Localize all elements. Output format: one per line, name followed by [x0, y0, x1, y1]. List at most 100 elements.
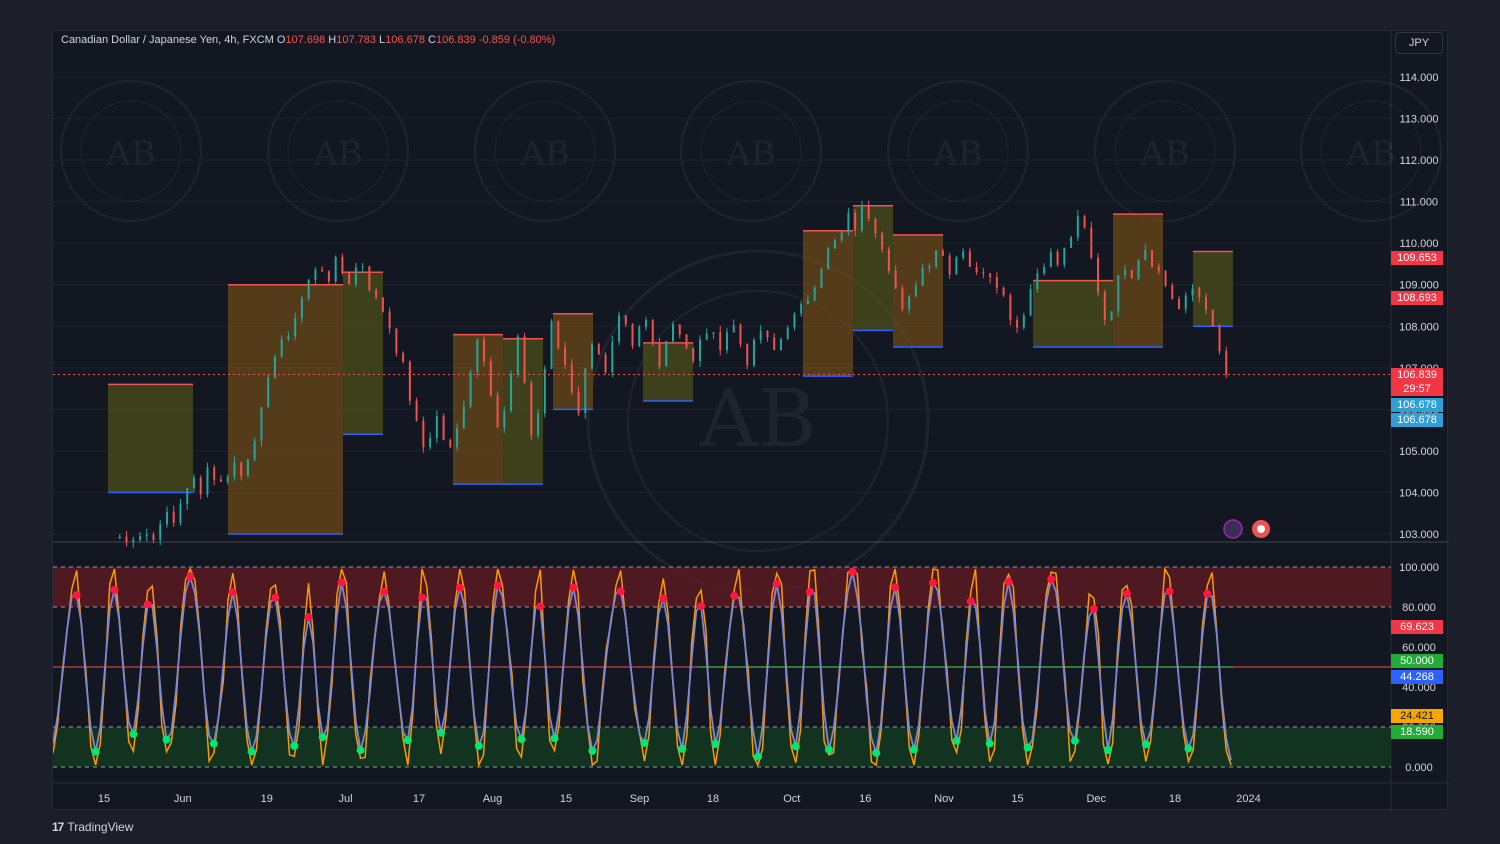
candle-body	[159, 524, 162, 541]
candle-body	[1164, 270, 1167, 286]
candle-body	[752, 339, 755, 366]
legend-close-key: C	[428, 34, 436, 46]
time-tick-label: Dec	[1086, 793, 1106, 805]
time-tick-label: Jul	[338, 793, 352, 805]
candle-body	[442, 416, 445, 440]
candle-body	[564, 347, 567, 365]
candle-body	[1178, 298, 1181, 310]
osc-peak-dot	[772, 579, 781, 588]
candle-body	[773, 337, 776, 350]
osc-trough-dot	[436, 728, 445, 737]
candle-body	[989, 273, 992, 278]
osc-peak-dot	[228, 588, 237, 597]
osc-trough-dot	[209, 739, 218, 748]
overbought-band	[53, 567, 1391, 607]
candle-body	[226, 476, 229, 482]
osc-peak-dot	[493, 581, 502, 590]
legend-change: -0.859 (-0.80%)	[478, 34, 556, 46]
currency-button[interactable]: JPY	[1395, 32, 1443, 54]
candle-body	[881, 233, 884, 250]
candle-body	[253, 440, 256, 460]
candle-body	[712, 332, 715, 334]
candle-body	[550, 321, 553, 369]
candle-body	[1056, 251, 1059, 265]
watermark-monogram: AB	[725, 134, 776, 174]
resistance-price-label-2: 108.693	[1391, 291, 1443, 305]
candle-body	[334, 256, 337, 282]
candle-body	[1097, 257, 1100, 293]
sr-zone-fill	[503, 338, 543, 485]
chart-frame[interactable]: AB AB AB AB AB AB AB AB 103.000 104.000 105.000 106…	[52, 30, 1449, 811]
candle-body	[537, 413, 540, 436]
osc-peak-dot	[418, 593, 427, 602]
candle-body	[186, 488, 189, 504]
candle-body	[557, 321, 560, 348]
time-tick-label: 19	[261, 793, 273, 805]
watermark-seal-icon	[680, 80, 822, 222]
candle-body	[1211, 309, 1214, 327]
legend-low-key: L	[379, 34, 386, 46]
candle-body	[624, 315, 627, 325]
candle-body	[348, 273, 351, 285]
candle-body	[341, 256, 344, 274]
osc-peak-dot	[1203, 589, 1212, 598]
candle-body	[941, 250, 944, 256]
candle-body	[1225, 351, 1228, 375]
candle-body	[219, 479, 222, 482]
osc-peak-dot	[730, 591, 739, 600]
candle-body	[321, 269, 324, 272]
osc-trough-dot	[1070, 736, 1079, 745]
candle-body	[1090, 227, 1093, 258]
legend-high: 107.783	[336, 34, 376, 46]
support-price-label-2: 106.678	[1391, 413, 1443, 427]
candle-body	[1043, 266, 1046, 274]
candle-body	[429, 438, 432, 448]
candle-body	[138, 536, 141, 540]
candle-body	[435, 416, 438, 439]
candle-body	[294, 318, 297, 337]
osc-trough-dot	[872, 748, 881, 757]
time-tick-label: Jun	[174, 793, 192, 805]
candle-body	[503, 410, 506, 428]
osc-trough-dot	[91, 747, 100, 756]
candle-body	[449, 439, 452, 448]
candle-body	[638, 326, 641, 346]
candle-body	[746, 343, 749, 366]
price-tick-label: 109.000	[1399, 280, 1439, 292]
candle-body	[995, 277, 998, 288]
price-tick-label: 113.000	[1400, 114, 1439, 126]
tradingview-logo[interactable]: 17 TradingView	[52, 820, 133, 834]
candle-body	[1205, 297, 1208, 310]
candle-body	[1076, 216, 1079, 238]
osc-trough-dot	[318, 733, 327, 742]
last-price-label: 106.839	[1391, 368, 1443, 382]
candle-body	[739, 325, 742, 344]
price-tick-label: 114.000	[1400, 72, 1439, 84]
candle-body	[516, 336, 519, 374]
osc-tick-label: 80.000	[1402, 602, 1436, 614]
candle-body	[658, 342, 661, 367]
time-tick-label: 15	[98, 793, 110, 805]
chart-canvas[interactable]: AB AB AB AB AB AB AB AB 103.000 104.000 105.000 106…	[53, 31, 1449, 811]
candle-body	[543, 368, 546, 414]
osc-peak-dot	[186, 572, 195, 581]
candle-body	[1117, 275, 1120, 312]
watermark-seal-inner-icon	[1320, 100, 1422, 202]
candle-body	[1171, 285, 1174, 299]
candle-body	[604, 354, 607, 373]
candle-body	[860, 205, 863, 231]
candle-body	[395, 328, 398, 354]
candle-body	[874, 218, 877, 234]
candle-body	[894, 270, 897, 289]
price-tick-label: 111.000	[1400, 197, 1438, 209]
candle-body	[314, 269, 317, 280]
candle-body	[267, 377, 270, 408]
candle-body	[665, 341, 668, 367]
candle-body	[955, 257, 958, 275]
candle-body	[800, 303, 803, 314]
candle-body	[820, 268, 823, 288]
candles-group	[118, 200, 1228, 549]
candle-body	[233, 462, 236, 477]
price-tick-label: 105.000	[1399, 446, 1439, 458]
osc-peak-dot	[891, 583, 900, 592]
